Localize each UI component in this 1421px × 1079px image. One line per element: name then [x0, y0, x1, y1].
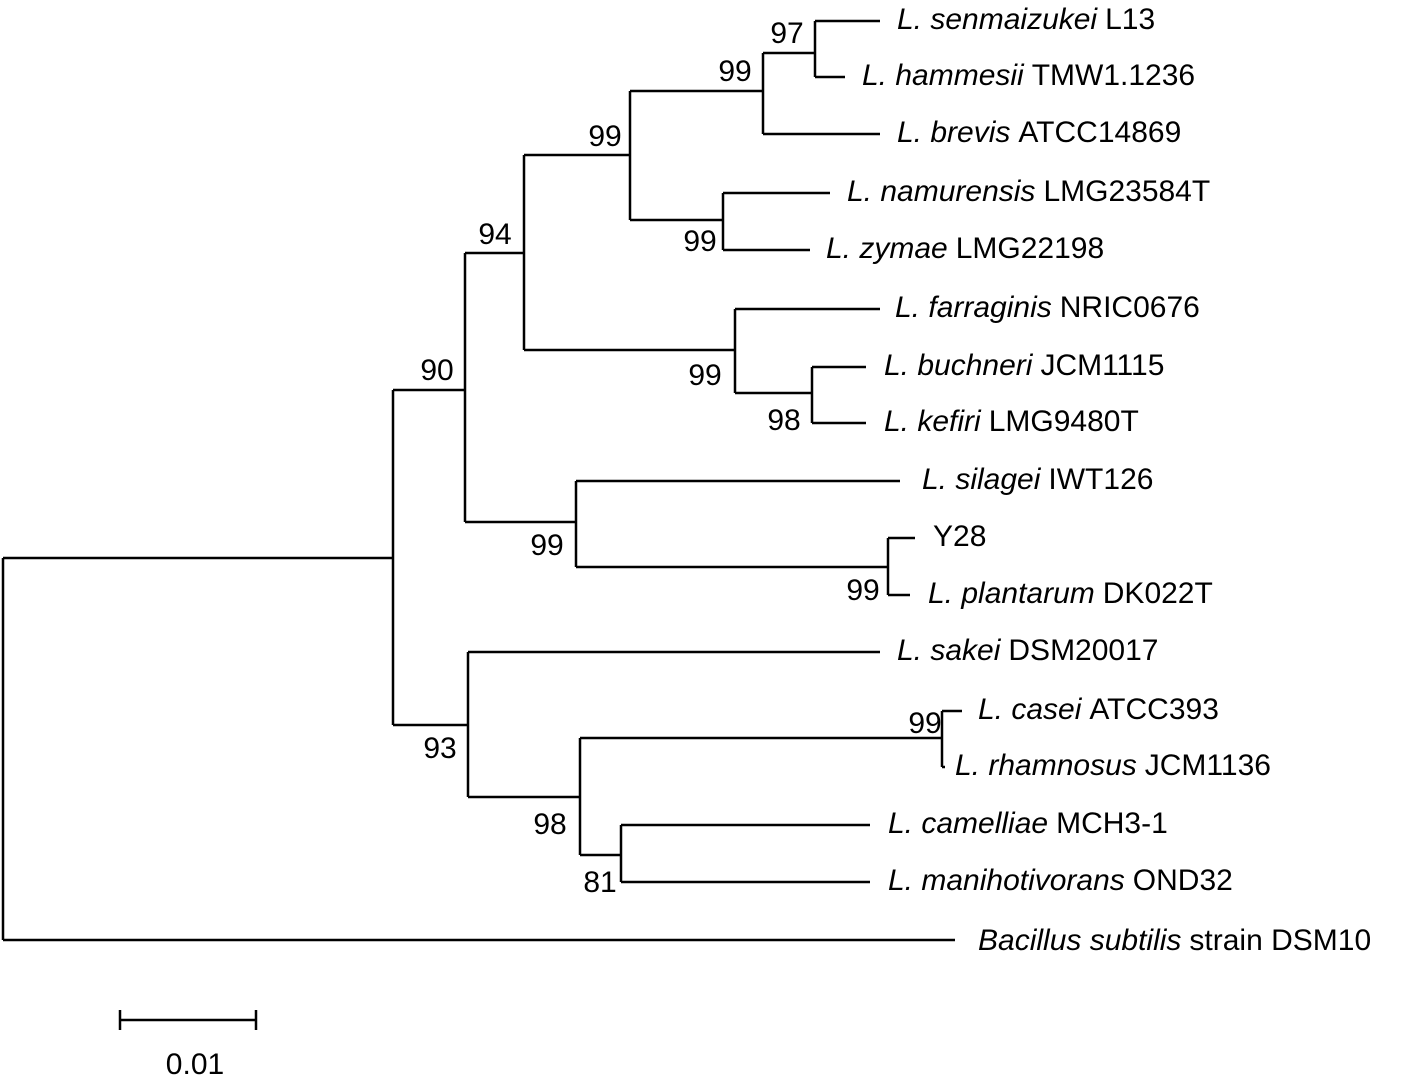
bootstrap-value: 97 [770, 17, 803, 50]
strain-name: Y28 [933, 520, 986, 553]
leaf-label: Bacillus subtilis strain DSM10 [978, 924, 1371, 957]
strain-name: JCM1115 [1040, 349, 1164, 382]
bootstrap-value: 93 [423, 732, 456, 765]
species-name: L. buchneri [884, 349, 1034, 382]
bootstrap-value: 99 [908, 707, 941, 740]
strain-name: LMG23584T [1043, 175, 1210, 208]
species-name: L. sakei [897, 634, 1002, 667]
strain-name: LMG22198 [956, 232, 1104, 265]
leaf-label: L. camelliae MCH3-1 [888, 807, 1168, 840]
bootstrap-value: 81 [583, 866, 616, 899]
bootstrap-value: 99 [683, 225, 716, 258]
leaf-label: L. zymae LMG22198 [826, 232, 1104, 265]
leaf-label: L. buchneri JCM1115 [884, 349, 1164, 382]
species-name: L. zymae [826, 232, 948, 265]
leaf-label: L. farraginis NRIC0676 [895, 291, 1200, 324]
species-name: L. casei [978, 693, 1083, 726]
bootstrap-value: 99 [530, 529, 563, 562]
strain-name: DK022T [1103, 577, 1213, 610]
species-name: Bacillus subtilis [978, 924, 1181, 957]
leaf-label: L. plantarum DK022T [928, 577, 1213, 610]
species-name: L. silagei [922, 463, 1042, 496]
species-name: L. namurensis [847, 175, 1035, 208]
bootstrap-value: 98 [533, 808, 566, 841]
strain-name: ATCC393 [1089, 693, 1219, 726]
species-name: L. plantarum [928, 577, 1095, 610]
scale-bar: 0.01 [118, 1010, 258, 1079]
bootstrap-value: 94 [478, 218, 511, 251]
leaf-label: L. silagei IWT126 [922, 463, 1153, 496]
species-name: L. rhamnosus [955, 749, 1137, 782]
species-name: L. senmaizukei [897, 3, 1098, 36]
branches [1, 19, 962, 942]
strain-name: JCM1136 [1145, 749, 1271, 782]
leaf-label: Y28 [933, 520, 986, 553]
leaf-label: L. manihotivorans OND32 [888, 864, 1233, 897]
leaf-label: L. kefiri LMG9480T [884, 405, 1139, 438]
strain-name: IWT126 [1048, 463, 1153, 496]
leaf-label: L. sakei DSM20017 [897, 634, 1158, 667]
leaf-label: L. hammesii TMW1.1236 [862, 59, 1195, 92]
bootstrap-value: 90 [420, 354, 453, 387]
strain-name: L13 [1105, 3, 1155, 36]
species-name: L. hammesii [862, 59, 1025, 92]
strain-name: LMG9480T [989, 405, 1139, 438]
bootstrap-value: 99 [846, 574, 879, 607]
bootstrap-value: 99 [588, 120, 621, 153]
bootstrap-value: 99 [688, 359, 721, 392]
species-name: L. kefiri [884, 405, 982, 438]
bootstrap-value: 98 [767, 404, 800, 437]
species-name: L. farraginis [895, 291, 1052, 324]
species-name: L. camelliae [888, 807, 1048, 840]
leaf-label: L. rhamnosus JCM1136 [955, 749, 1271, 782]
bootstrap-value: 99 [718, 55, 751, 88]
species-name: L. brevis [897, 116, 1010, 149]
leaf-label: L. senmaizukei L13 [897, 3, 1155, 36]
strain-name: MCH3-1 [1056, 807, 1168, 840]
strain-name: strain DSM10 [1189, 924, 1371, 957]
strain-name: DSM20017 [1008, 634, 1158, 667]
leaf-label: L. casei ATCC393 [978, 693, 1219, 726]
leaf-label: L. brevis ATCC14869 [897, 116, 1181, 149]
species-name: L. manihotivorans [888, 864, 1125, 897]
strain-name: OND32 [1133, 864, 1233, 897]
scale-label: 0.01 [166, 1048, 224, 1079]
strain-name: TMW1.1236 [1032, 59, 1195, 92]
leaf-label: L. namurensis LMG23584T [847, 175, 1210, 208]
strain-name: NRIC0676 [1060, 291, 1200, 324]
strain-name: ATCC14869 [1018, 116, 1181, 149]
